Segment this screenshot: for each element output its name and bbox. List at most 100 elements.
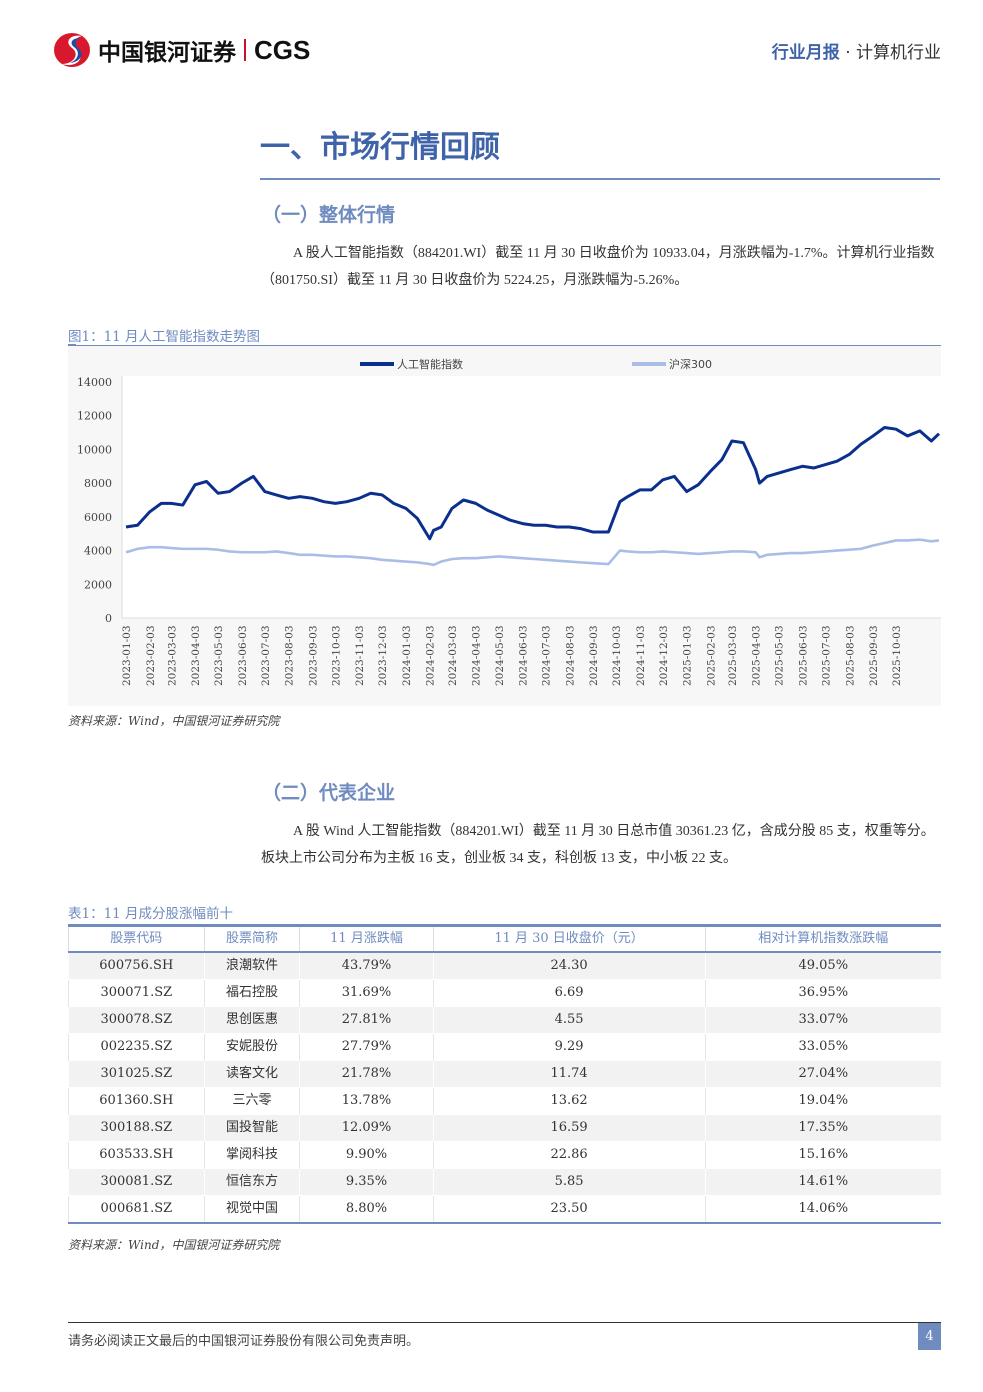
x-tick-label: 2023-02-03 (145, 625, 157, 686)
table-cell: 6.69 (432, 979, 706, 1007)
y-tick-label: 6000 (84, 511, 112, 524)
table-cell: 301025.SZ (68, 1060, 205, 1088)
table-cell: 5.85 (432, 1168, 706, 1196)
x-tick-label: 2024-11-03 (635, 625, 647, 686)
x-tick-label: 2025-04-03 (751, 625, 763, 686)
table-cell: 36.95% (704, 979, 941, 1007)
y-tick-label: 4000 (84, 545, 112, 558)
x-tick-label: 2023-09-03 (307, 625, 319, 686)
table-cell: 15.16% (704, 1141, 941, 1169)
column-header: 11 月涨跌幅 (299, 924, 434, 953)
x-tick-label: 2024-03-03 (447, 625, 459, 686)
page-number: 4 (918, 1323, 941, 1350)
x-tick-label: 2024-05-03 (494, 625, 506, 686)
y-tick-label: 10000 (77, 443, 112, 456)
x-tick-label: 2023-06-03 (237, 625, 249, 686)
x-tick-label: 2024-10-03 (611, 625, 623, 686)
x-tick-label: 2023-05-03 (213, 625, 225, 686)
table-cell: 300071.SZ (68, 979, 205, 1007)
top-gainers-table: 股票代码 股票简称 11 月涨跌幅 11 月 30 日收盘价（元） 相对计算机指数涨跌幅… (68, 924, 941, 1224)
x-tick-label: 2024-01-03 (401, 625, 413, 686)
table-cell: 16.59 (432, 1114, 706, 1142)
table-cell: 9.35% (299, 1168, 434, 1196)
table-cell: 8.80% (299, 1195, 434, 1224)
report-type: 行业月报 (771, 43, 840, 63)
figure-rule-accent (68, 344, 76, 347)
table-cell: 300078.SZ (68, 1006, 205, 1034)
x-tick-label: 2025-02-03 (705, 625, 717, 686)
table-cell: 12.09% (299, 1114, 434, 1142)
x-tick-label: 2024-12-03 (658, 625, 670, 686)
y-tick-label: 12000 (77, 410, 112, 423)
x-tick-label: 2024-02-03 (425, 625, 437, 686)
table-cell: 000681.SZ (68, 1195, 205, 1224)
table-cell: 49.05% (704, 951, 941, 980)
column-header: 相对计算机指数涨跌幅 (704, 924, 941, 953)
table-cell: 恒信东方 (203, 1168, 300, 1196)
series-line-ai-index (125, 426, 941, 541)
company-logo: 中国银河证券 CGS (52, 32, 310, 68)
table-row: 600756.SH 浪潮软件 43.79% 24.30 49.05% (68, 951, 941, 980)
table-cell: 22.86 (432, 1141, 706, 1169)
table-cell: 600756.SH (68, 951, 205, 980)
table-row: 300081.SZ 恒信东方 9.35% 5.85 14.61% (68, 1168, 941, 1196)
industry-name: 计算机行业 (856, 43, 941, 63)
x-tick-label: 2023-08-03 (284, 625, 296, 686)
table-row: 000681.SZ 视觉中国 8.80% 23.50 14.06% (68, 1195, 941, 1224)
x-tick-label: 2023-12-03 (377, 625, 389, 686)
x-tick-label: 2023-04-03 (190, 625, 202, 686)
table-cell: 9.90% (299, 1141, 434, 1169)
subsection-title: （二）代表企业 (262, 782, 396, 804)
table-cell: 300081.SZ (68, 1168, 205, 1196)
x-tick-label: 2023-03-03 (166, 625, 178, 686)
table-row: 601360.SH 三六零 13.78% 13.62 19.04% (68, 1087, 941, 1115)
table-cell: 603533.SH (68, 1141, 205, 1169)
x-tick-label: 2025-07-03 (820, 625, 832, 686)
x-tick-label: 2024-08-03 (564, 625, 576, 686)
table-cell: 33.07% (704, 1006, 941, 1034)
table-cell: 33.05% (704, 1033, 941, 1061)
table-cell: 读客文化 (203, 1060, 300, 1088)
table-cell: 安妮股份 (203, 1033, 300, 1061)
report-header: 行业月报 · 计算机行业 (772, 38, 941, 63)
table-cell: 4.55 (432, 1006, 706, 1034)
y-tick-label: 8000 (84, 477, 112, 490)
table-cell: 福石控股 (203, 979, 300, 1007)
table-cell: 43.79% (299, 951, 434, 980)
legend-label-ai: 人工智能指数 (397, 357, 463, 371)
column-header: 股票代码 (68, 924, 205, 953)
table-cell: 601360.SH (68, 1087, 205, 1115)
galaxy-logo-icon (54, 33, 90, 67)
subsection-title: （一）整体行情 (262, 204, 396, 226)
x-tick-label: 2025-06-03 (797, 625, 809, 686)
table-row: 301025.SZ 读客文化 21.78% 11.74 27.04% (68, 1060, 941, 1088)
x-tick-label: 2023-11-03 (354, 625, 366, 686)
x-tick-label: 2025-05-03 (774, 625, 786, 686)
table-cell: 13.62 (432, 1087, 706, 1115)
column-header: 11 月 30 日收盘价（元） (432, 924, 706, 953)
x-tick-label: 2025-09-03 (868, 625, 880, 686)
legend-label-hs300: 沪深300 (669, 357, 712, 371)
x-tick-label: 2025-01-03 (682, 625, 694, 686)
footer-rule (68, 1322, 941, 1323)
table-row: 603533.SH 掌阅科技 9.90% 22.86 15.16% (68, 1141, 941, 1169)
x-tick-label: 2024-06-03 (518, 625, 530, 686)
series-line-hs300 (125, 538, 940, 567)
brand-name: 中国银河证券 (98, 40, 236, 66)
brand-abbr: CGS (254, 34, 311, 65)
x-tick-label: 2023-07-03 (260, 625, 272, 686)
table-cell: 9.29 (432, 1033, 706, 1061)
table-cell: 19.04% (704, 1087, 941, 1115)
legend: 人工智能指数 沪深300 (360, 357, 712, 371)
footer-disclaimer: 请务必阅读正文最后的中国银河证券股份有限公司免责声明。 (68, 1334, 420, 1349)
table-source: 资料来源：Wind，中国银河证券研究院 (68, 1238, 280, 1252)
x-tick-label: 2024-04-03 (471, 625, 483, 686)
table-cell: 浪潮软件 (203, 951, 300, 980)
figure-rule (68, 345, 941, 346)
x-tick-label: 2023-01-03 (121, 625, 133, 686)
table-cell: 14.61% (704, 1168, 941, 1196)
table-cell: 三六零 (203, 1087, 300, 1115)
table-cell: 300188.SZ (68, 1114, 205, 1142)
x-tick-label: 2025-08-03 (844, 625, 856, 686)
